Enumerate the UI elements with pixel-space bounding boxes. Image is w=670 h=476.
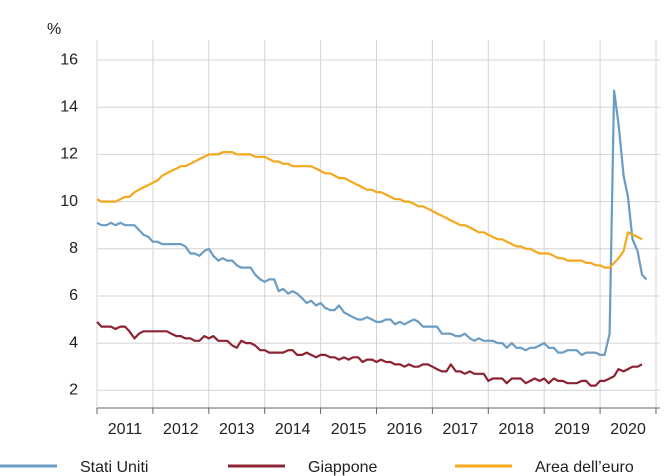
- y-tick-label: 6: [69, 287, 78, 304]
- line-series: [96, 151, 643, 269]
- legend-label: Area dell’euro: [535, 459, 634, 476]
- line-series: [96, 89, 648, 356]
- x-tick-label: 2013: [219, 421, 255, 438]
- y-tick-label: 16: [60, 51, 78, 68]
- x-tick-label: 2012: [163, 421, 199, 438]
- x-tick-label: 2019: [554, 421, 590, 438]
- y-tick-label: 12: [60, 146, 78, 163]
- x-tick-label: 2020: [610, 421, 646, 438]
- legend-label: Stati Uniti: [80, 459, 148, 476]
- x-tick-label: 2017: [443, 421, 479, 438]
- x-tick-label: 2011: [108, 421, 143, 438]
- x-tick-label: 2018: [498, 421, 534, 438]
- y-axis-label: %: [47, 21, 61, 38]
- x-tick-label: 2016: [387, 421, 423, 438]
- line-series: [96, 321, 643, 387]
- y-tick-label: 8: [69, 240, 78, 257]
- x-tick-label: 2014: [275, 421, 311, 438]
- y-tick-label: 4: [69, 334, 78, 351]
- y-tick-label: 14: [60, 98, 78, 115]
- x-tick-label: 2015: [331, 421, 367, 438]
- y-tick-label: 10: [60, 193, 78, 210]
- legend-label: Giappone: [308, 459, 377, 476]
- y-tick-label: 2: [69, 382, 78, 399]
